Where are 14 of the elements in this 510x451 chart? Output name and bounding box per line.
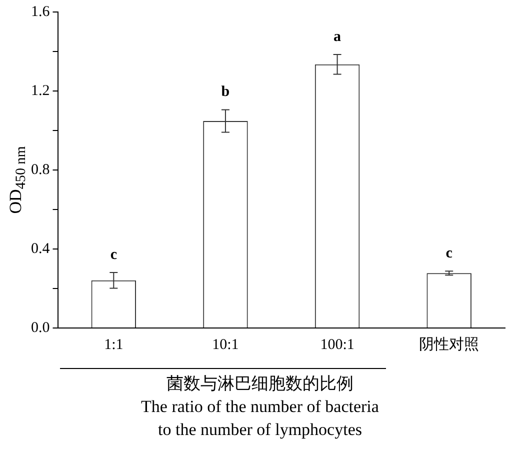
y-tick-label: 0.4: [31, 240, 50, 257]
y-tick-label: 0.0: [31, 320, 50, 336]
x-tick-label: 阴性对照: [419, 336, 480, 353]
x-axis-title: 菌数与淋巴细胞数的比例 The ratio of the number of bacteria to the number of lymphocytes: [140, 373, 380, 441]
annotation: b: [221, 84, 230, 100]
annotation: a: [334, 28, 342, 45]
x-tick-label: 10:1: [212, 336, 239, 353]
x-tick-label: 100:1: [320, 336, 354, 353]
annotation: c: [446, 245, 453, 262]
y-tick-label: 0.8: [31, 162, 50, 178]
annotation: c: [110, 246, 118, 263]
y-tick-label: 1.6: [31, 4, 50, 20]
y-tick-label: 1.2: [31, 82, 50, 99]
x-tick-label: 1:1: [104, 336, 124, 353]
